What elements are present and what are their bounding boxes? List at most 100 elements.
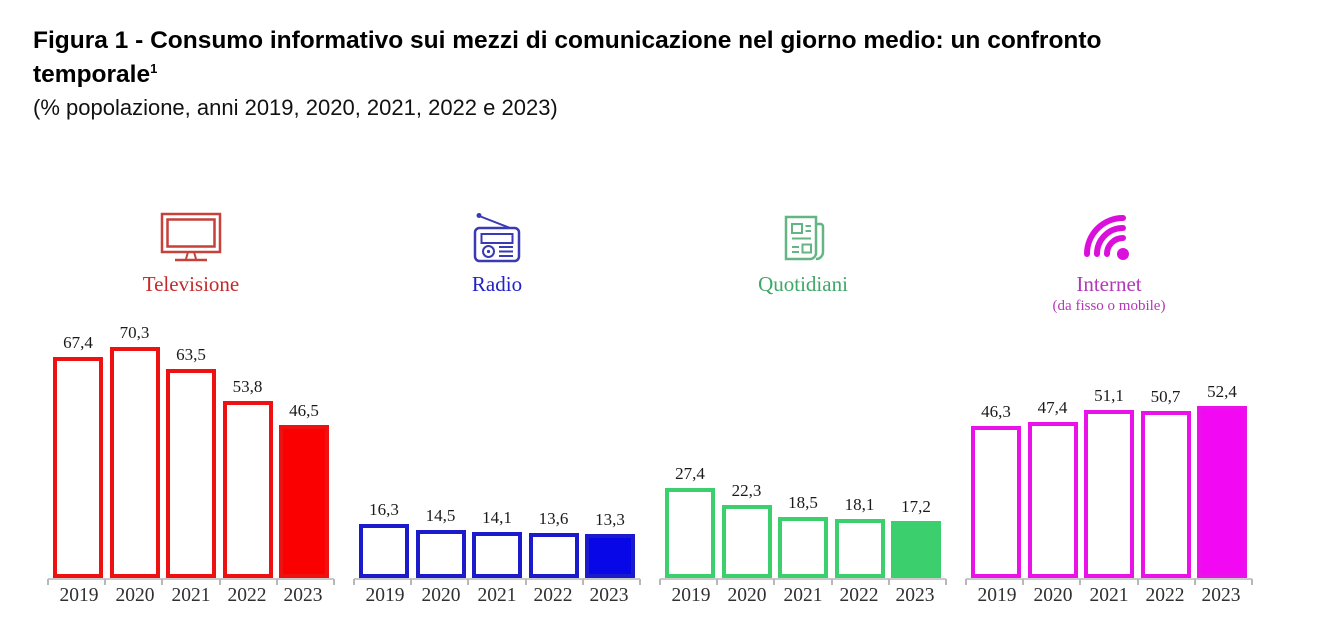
- axis-tick: [1022, 579, 1025, 585]
- year-label-radio-2021: 2021: [477, 585, 517, 606]
- bar-radio-2020: [415, 530, 466, 578]
- axis-tick: [773, 579, 776, 585]
- group-header-quotidiani: Quotidiani: [665, 207, 941, 297]
- bar-internet-2021: [1084, 410, 1134, 578]
- axis-line-radio: [353, 578, 641, 585]
- media-label-televisione: Televisione: [142, 272, 240, 296]
- year-label-internet-2019: 2019: [977, 585, 1017, 606]
- year-label-radio-2023: 2023: [589, 585, 629, 606]
- axis-tick: [467, 579, 470, 585]
- axis-tick: [333, 579, 335, 585]
- bar-value-televisione-2020: 70,3: [119, 323, 150, 342]
- bar-televisione-2023: [279, 425, 329, 578]
- year-labels-radio: 2019 2020 2021 2022 2023: [359, 585, 635, 607]
- year-label-quotidiani-2019: 2019: [671, 585, 711, 606]
- axis-line-internet: [965, 578, 1253, 585]
- bar-value-quotidiani-2023: 17,2: [901, 497, 931, 516]
- title-line2: temporale: [33, 61, 151, 89]
- bar-value-internet-2022: 50,7: [1150, 387, 1181, 406]
- radio-icon: [359, 207, 635, 269]
- year-label-internet-2023: 2023: [1201, 585, 1241, 606]
- bar-col: 50,7: [1140, 387, 1191, 578]
- axis-tick: [161, 579, 164, 585]
- axis-tick: [716, 579, 719, 585]
- axis-tick: [659, 579, 661, 585]
- bar-value-quotidiani-2019: 27,4: [675, 464, 705, 483]
- chart-groups: Televisione 67,4 70,3 63,5 53,8 46,5 201…: [47, 207, 1253, 609]
- bar-value-radio-2021: 14,1: [482, 508, 512, 527]
- group-header-radio: Radio: [359, 207, 635, 297]
- axis-tick: [945, 579, 947, 585]
- bar-col: 51,1: [1084, 386, 1134, 578]
- year-label-radio-2020: 2020: [421, 585, 461, 606]
- year-label-quotidiani-2021: 2021: [783, 585, 823, 606]
- bar-quotidiani-2020: [721, 505, 772, 578]
- chart-group-internet: Internet (da fisso o mobile) 46,3 47,4 5…: [965, 207, 1253, 609]
- bar-value-quotidiani-2020: 22,3: [731, 481, 762, 500]
- bar-internet-2019: [971, 426, 1021, 578]
- bar-value-radio-2020: 14,5: [425, 506, 456, 525]
- bar-col: 67,4: [53, 333, 103, 578]
- year-labels-televisione: 2019 2020 2021 2022 2023: [53, 585, 329, 607]
- year-label-televisione-2019: 2019: [59, 585, 99, 606]
- bars-televisione: 67,4 70,3 63,5 53,8 46,5: [53, 323, 329, 578]
- axis-tick: [1193, 579, 1196, 585]
- media-label-quotidiani: Quotidiani: [758, 272, 848, 296]
- year-label-televisione-2021: 2021: [171, 585, 211, 606]
- footnote-marker: 1: [150, 61, 158, 77]
- bar-value-internet-2020: 47,4: [1037, 398, 1068, 417]
- bar-radio-2019: [359, 524, 409, 578]
- bar-value-quotidiani-2022: 18,1: [844, 495, 875, 514]
- year-label-quotidiani-2020: 2020: [727, 585, 767, 606]
- bar-value-internet-2019: 46,3: [981, 402, 1011, 421]
- axis-line-televisione: [47, 578, 335, 585]
- bar-value-televisione-2019: 67,4: [63, 333, 93, 352]
- group-header-televisione: Televisione: [53, 207, 329, 297]
- year-label-radio-2019: 2019: [365, 585, 405, 606]
- bar-col: 14,5: [415, 506, 466, 578]
- bar-value-radio-2022: 13,6: [538, 509, 569, 528]
- group-header-internet: Internet (da fisso o mobile): [971, 207, 1247, 315]
- media-label-radio: Radio: [471, 272, 523, 296]
- bar-internet-2023: [1197, 406, 1247, 578]
- axis-tick: [887, 579, 890, 585]
- bar-col: 27,4: [665, 464, 715, 578]
- bar-televisione-2022: [222, 401, 273, 578]
- wifi-icon: [971, 207, 1247, 269]
- year-labels-quotidiani: 2019 2020 2021 2022 2023: [665, 585, 941, 607]
- figure-title: Figura 1 - Consumo informativo sui mezzi…: [33, 24, 1288, 93]
- chart-group-radio: Radio 16,3 14,5 14,1 13,6 13,3 2019 2020 2…: [353, 207, 641, 609]
- bar-col: 13,3: [585, 510, 635, 578]
- bar-quotidiani-2023: [891, 521, 941, 578]
- axis-tick: [639, 579, 641, 585]
- bar-col: 63,5: [166, 345, 216, 578]
- axis-tick: [47, 579, 49, 585]
- figure-header: Figura 1 - Consumo informativo sui mezzi…: [0, 24, 1321, 121]
- year-label-internet-2021: 2021: [1089, 585, 1129, 606]
- axis-tick: [410, 579, 413, 585]
- bar-televisione-2020: [109, 347, 160, 578]
- bar-col: 13,6: [528, 509, 579, 578]
- axis-line-quotidiani: [659, 578, 947, 585]
- bar-value-televisione-2021: 63,5: [176, 345, 206, 364]
- axis-tick: [353, 579, 355, 585]
- bar-value-quotidiani-2021: 18,5: [788, 493, 818, 512]
- title-line1: Figura 1 - Consumo informativo sui mezzi…: [33, 27, 1102, 54]
- bar-internet-2022: [1140, 411, 1191, 578]
- bar-col: 70,3: [109, 323, 160, 578]
- bar-value-televisione-2022: 53,8: [232, 377, 263, 396]
- bar-col: 22,3: [721, 481, 772, 578]
- figure-subtitle: (% popolazione, anni 2019, 2020, 2021, 2…: [33, 94, 558, 120]
- bar-col: 46,3: [971, 402, 1021, 578]
- bar-col: 18,1: [834, 495, 885, 578]
- year-label-radio-2022: 2022: [533, 585, 573, 606]
- bar-internet-2020: [1027, 422, 1078, 578]
- axis-tick: [524, 579, 527, 585]
- bar-value-radio-2019: 16,3: [369, 500, 399, 519]
- bar-quotidiani-2022: [834, 519, 885, 578]
- media-label-internet: Internet: [1076, 272, 1142, 296]
- year-label-televisione-2020: 2020: [115, 585, 155, 606]
- axis-tick: [965, 579, 967, 585]
- bar-col: 46,5: [279, 401, 329, 578]
- newspaper-icon: [665, 207, 941, 269]
